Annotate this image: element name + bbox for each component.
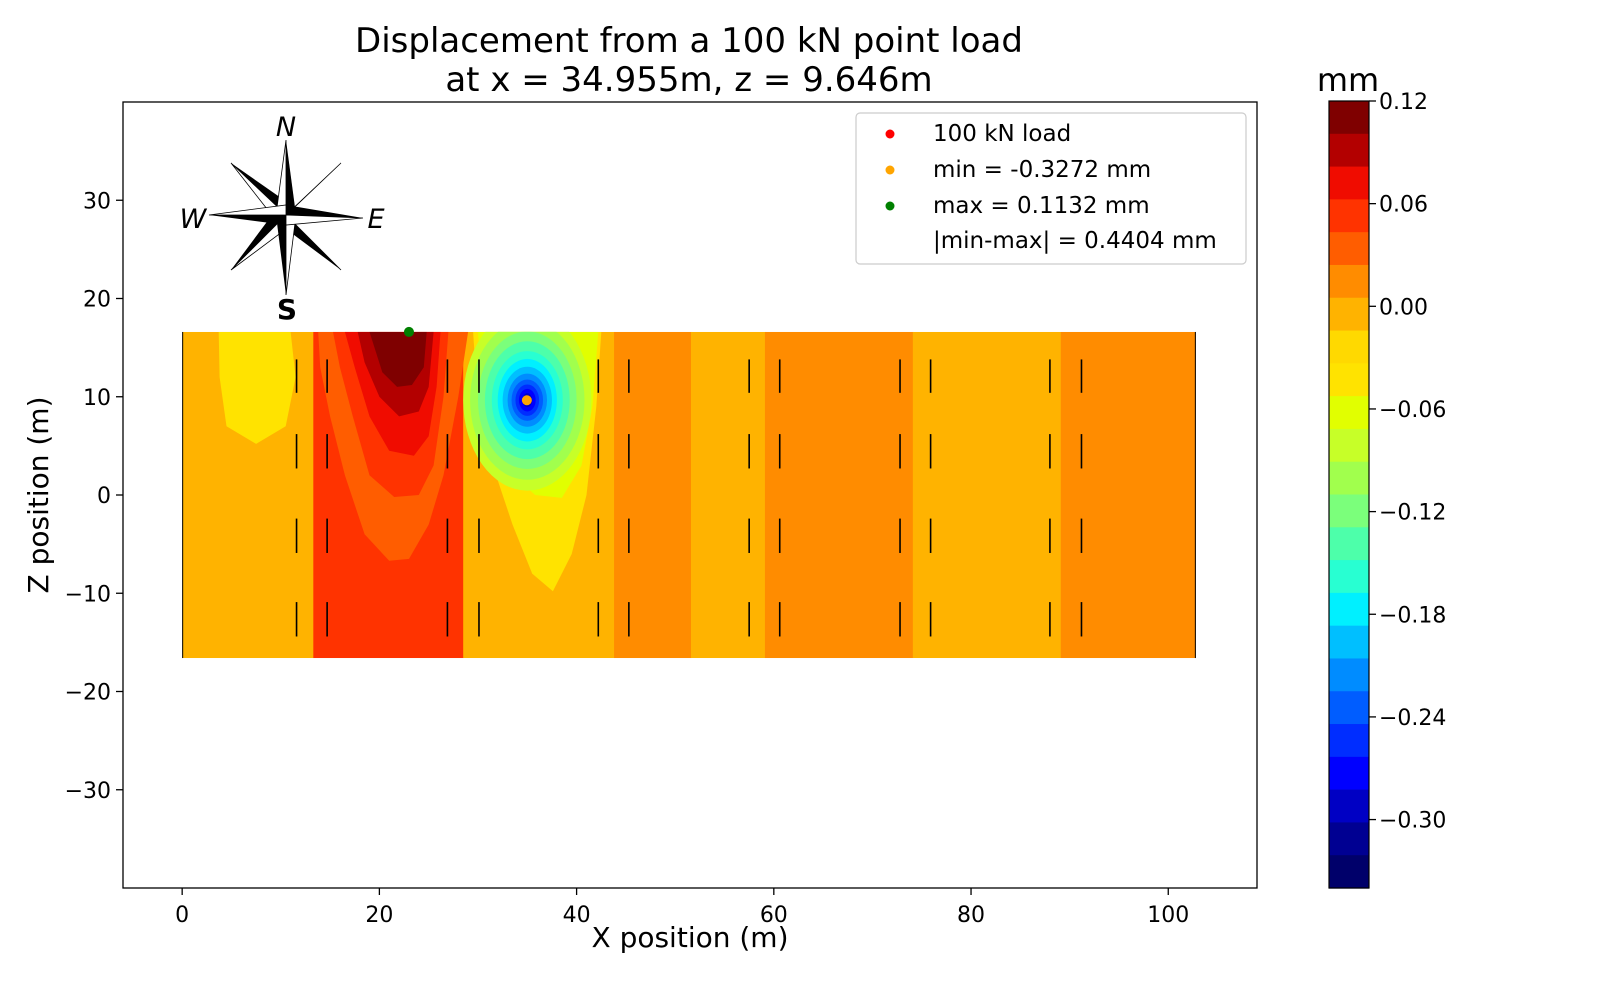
field-contour — [218, 331, 296, 444]
colorbar-band — [1329, 101, 1369, 135]
legend: 100 kN load min = -0.3272 mm max = 0.113… — [855, 112, 1247, 265]
colorbar-band — [1329, 330, 1369, 364]
x-tick-label: 100 — [1147, 903, 1189, 928]
legend-label-min: min = -0.3272 mm — [933, 157, 1151, 183]
y-tick-label: 10 — [83, 386, 111, 411]
x-tick-label: 80 — [957, 903, 985, 928]
field-contour — [369, 331, 427, 387]
colorbar-band — [1329, 232, 1369, 266]
colorbar-band — [1329, 756, 1369, 791]
colorbar-bands — [1329, 101, 1369, 889]
colorbar-band — [1329, 199, 1369, 233]
legend-marker-min — [885, 165, 895, 175]
colorbar-band — [1329, 625, 1369, 660]
y-axis: −30 −20 −10 0 10 20 30 — [65, 189, 123, 804]
legend-label-max: max = 0.1132 mm — [933, 193, 1150, 219]
y-tick-label: −30 — [65, 779, 111, 804]
colorbar-tick-label: −0.06 — [1379, 398, 1446, 423]
chart-title-line1: Displacement from a 100 kN point load — [355, 21, 1023, 61]
compass-label-e: E — [367, 204, 384, 235]
legend-label-load: 100 kN load — [933, 121, 1071, 147]
x-tick-label: 0 — [175, 903, 189, 928]
chart-title-line2: at x = 34.955m, z = 9.646m — [445, 60, 932, 100]
field-band — [764, 331, 914, 659]
compass-label-n: N — [276, 112, 296, 143]
x-axis: 0 20 40 60 80 100 — [175, 888, 1189, 928]
compass-cardinal-points — [208, 139, 364, 296]
colorbar-tick-label: 0.06 — [1379, 193, 1428, 218]
colorbar-band — [1329, 396, 1369, 430]
colorbar-band — [1329, 133, 1369, 168]
colorbar-band — [1329, 822, 1369, 856]
section-marks — [295, 359, 1083, 637]
colorbar-band — [1329, 560, 1369, 594]
x-tick-label: 20 — [365, 903, 393, 928]
colorbar-tick-label: 0.12 — [1379, 90, 1428, 115]
legend-marker-max — [885, 201, 895, 211]
field-band — [912, 331, 1062, 659]
legend-marker-load — [885, 129, 895, 139]
colorbar-band — [1329, 855, 1369, 889]
colorbar-band — [1329, 297, 1369, 332]
colorbar-band — [1329, 724, 1369, 758]
colorbar-tick-label: 0.00 — [1379, 295, 1428, 320]
colorbar-band — [1329, 461, 1369, 496]
y-tick-label: 0 — [97, 484, 111, 509]
x-tick-label: 40 — [563, 903, 591, 928]
colorbar-band — [1329, 789, 1369, 824]
plot-area — [122, 101, 1258, 889]
y-tick-label: 20 — [83, 288, 111, 313]
colorbar-band — [1329, 264, 1369, 299]
legend-label-range: |min-max| = 0.4404 mm — [933, 228, 1217, 254]
legend-box — [855, 112, 1247, 265]
max-point — [403, 326, 414, 337]
y-tick-label: −10 — [65, 582, 111, 607]
field-band — [1060, 331, 1196, 659]
compass-label-s: S — [277, 293, 297, 326]
colorbar-band — [1329, 691, 1369, 725]
colorbar-band — [1329, 428, 1369, 463]
compass-label-w: W — [180, 204, 208, 235]
colorbar-frame — [1328, 100, 1370, 889]
compass-rose: N E S W — [180, 112, 385, 326]
x-tick-label: 60 — [760, 903, 788, 928]
y-tick-label: 30 — [83, 189, 111, 214]
min-point — [521, 395, 532, 406]
colorbar-tick-label: −0.24 — [1379, 706, 1446, 731]
colorbar-tick-label: −0.12 — [1379, 501, 1446, 526]
x-axis-label: X position (m) — [591, 921, 788, 954]
colorbar: 0.12 0.06 0.00 −0.06 −0.12 −0.18 −0.24 −0.30 mm — [1317, 61, 1446, 889]
colorbar-band — [1329, 494, 1369, 528]
colorbar-band — [1329, 363, 1369, 397]
colorbar-tick-label: −0.18 — [1379, 603, 1446, 628]
colorbar-ticks: 0.12 0.06 0.00 −0.06 −0.12 −0.18 −0.24 −0.30 — [1369, 90, 1446, 834]
y-axis-label: Z position (m) — [22, 396, 55, 593]
data-points — [403, 326, 532, 406]
colorbar-band — [1329, 658, 1369, 692]
y-tick-label: −20 — [65, 681, 111, 706]
colorbar-band — [1329, 166, 1369, 200]
field-band — [690, 331, 766, 659]
displacement-field — [182, 331, 1196, 659]
field-band — [614, 331, 692, 659]
colorbar-band — [1329, 527, 1369, 561]
colorbar-unit-label: mm — [1317, 61, 1379, 99]
colorbar-tick-label: −0.30 — [1379, 809, 1446, 834]
colorbar-band — [1329, 592, 1369, 627]
